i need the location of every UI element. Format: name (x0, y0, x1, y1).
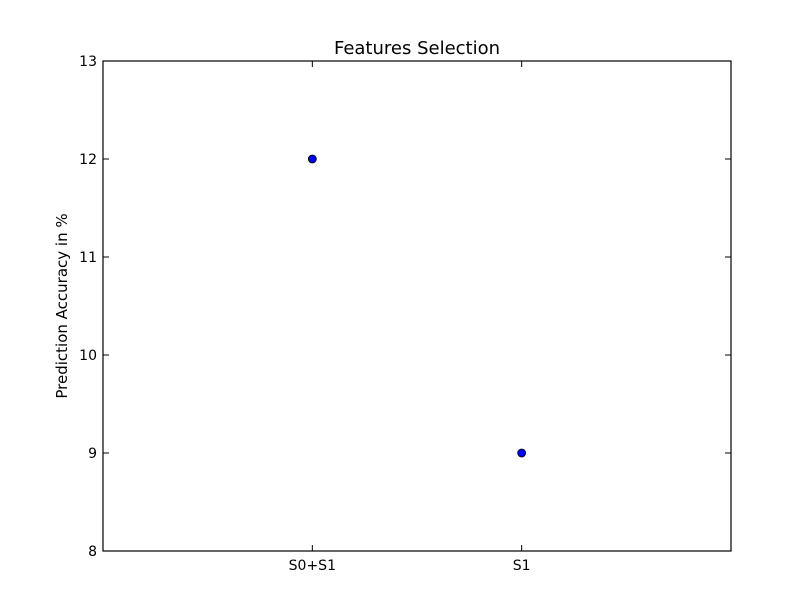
tick-layer: 8 9 10 11 12 13 S0+S1 S1 (79, 54, 731, 574)
y-tick-label: 11 (79, 250, 97, 266)
chart-title: Features Selection (334, 38, 500, 59)
y-tick-label: 10 (79, 348, 97, 364)
data-point (517, 448, 527, 458)
y-tick-label: 12 (79, 152, 97, 168)
points-layer (307, 154, 527, 458)
y-axis-label: Prediction Accuracy in % (53, 213, 71, 398)
x-tick-label: S0+S1 (289, 558, 336, 574)
y-tick-label: 13 (79, 54, 97, 70)
x-tick-label: S1 (513, 558, 531, 574)
y-tick-label: 9 (88, 446, 97, 462)
y-tick-label: 8 (88, 544, 97, 560)
data-point (307, 154, 317, 164)
plot-frame (102, 60, 732, 552)
